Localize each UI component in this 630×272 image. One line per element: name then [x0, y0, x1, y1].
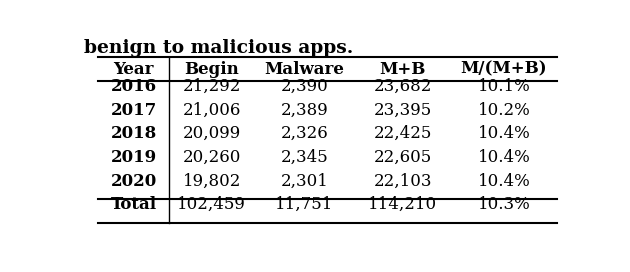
- Text: 10.4%: 10.4%: [478, 149, 530, 166]
- Text: 20,099: 20,099: [183, 125, 241, 142]
- Text: 2016: 2016: [111, 78, 157, 95]
- Text: 11,751: 11,751: [275, 196, 334, 213]
- Text: M+B: M+B: [380, 61, 426, 78]
- Text: 21,292: 21,292: [183, 78, 241, 95]
- Text: Begin: Begin: [185, 61, 239, 78]
- Text: 2,345: 2,345: [280, 149, 328, 166]
- Text: 10.3%: 10.3%: [478, 196, 530, 213]
- Text: Total: Total: [111, 196, 157, 213]
- Text: 10.2%: 10.2%: [478, 101, 530, 119]
- Text: benign to malicious apps.: benign to malicious apps.: [84, 39, 353, 57]
- Text: 22,103: 22,103: [374, 172, 432, 190]
- Text: 19,802: 19,802: [183, 172, 241, 190]
- Text: M/(M+B): M/(M+B): [461, 61, 547, 78]
- Text: 22,605: 22,605: [374, 149, 432, 166]
- Text: 20,260: 20,260: [183, 149, 241, 166]
- Text: 10.1%: 10.1%: [478, 78, 530, 95]
- Text: 2019: 2019: [111, 149, 157, 166]
- Text: 2,389: 2,389: [280, 101, 328, 119]
- Text: 2018: 2018: [111, 125, 157, 142]
- Text: Malware: Malware: [265, 61, 345, 78]
- Text: 23,682: 23,682: [374, 78, 432, 95]
- Text: 2,326: 2,326: [280, 125, 328, 142]
- Text: Year: Year: [113, 61, 154, 78]
- Text: 2,301: 2,301: [280, 172, 328, 190]
- Text: 102,459: 102,459: [177, 196, 246, 213]
- Text: 2017: 2017: [111, 101, 157, 119]
- Text: 2,390: 2,390: [280, 78, 328, 95]
- Text: 10.4%: 10.4%: [478, 125, 530, 142]
- Text: 114,210: 114,210: [369, 196, 437, 213]
- Text: 2020: 2020: [111, 172, 157, 190]
- Text: 23,395: 23,395: [374, 101, 432, 119]
- Text: 21,006: 21,006: [183, 101, 241, 119]
- Text: 10.4%: 10.4%: [478, 172, 530, 190]
- Text: 22,425: 22,425: [374, 125, 432, 142]
